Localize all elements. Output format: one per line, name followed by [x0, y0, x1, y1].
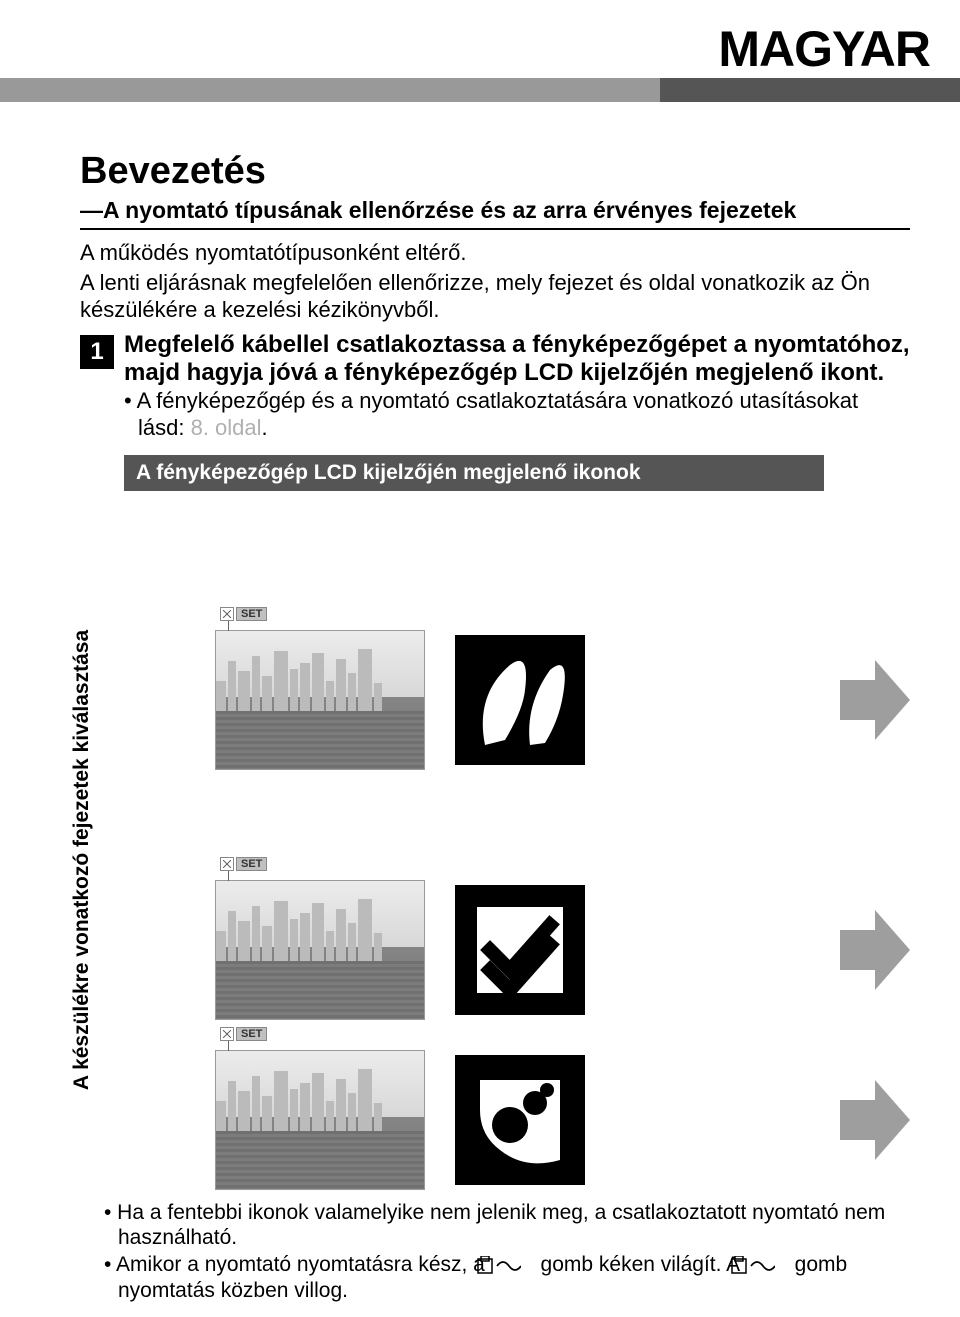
print-button-glyph-2: [745, 1256, 789, 1276]
icons-table-header: A fényképezőgép LCD kijelzőjén megjelenő…: [124, 455, 824, 491]
arrow-3: [840, 1080, 910, 1160]
icon-row-3: SET: [215, 1050, 585, 1190]
step-number-badge: 1: [80, 335, 114, 369]
lcd-photo-2: SET: [215, 880, 425, 1020]
set-check-icon: [220, 1027, 234, 1041]
section-title: Bevezetés: [80, 150, 910, 193]
footer-note-2b: gomb kéken világít. A: [535, 1253, 745, 1276]
set-badge: SET: [236, 1027, 267, 1041]
print-button-glyph-1: [491, 1256, 535, 1276]
canon-direct-icon: [455, 885, 585, 1015]
arrow-2: [840, 910, 910, 990]
icon-row-2: SET: [215, 880, 585, 1020]
section-subtitle: —A nyomtató típusának ellenőrzése és az …: [80, 197, 910, 224]
step-main-text: Megfelelő kábellel csatlakoztassa a fény…: [124, 331, 910, 386]
diagram-area: A készülékre vonatkozó fejezetek kiválas…: [80, 560, 910, 1200]
set-badge: SET: [236, 857, 267, 871]
lead-text-1: A működés nyomtatótípusonként eltérő.: [80, 240, 910, 266]
step-sub-page-ref: 8. oldal: [191, 415, 262, 440]
lcd-photo-3: SET: [215, 1050, 425, 1190]
footer-note-2a: • Amikor a nyomtató nyomtatásra kész, a: [104, 1253, 491, 1276]
footer-note-2: • Amikor a nyomtató nyomtatásra kész, a …: [104, 1252, 894, 1302]
language-label: MAGYAR: [718, 20, 930, 78]
lead-text-2: A lenti eljárásnak megfelelően ellenőriz…: [80, 270, 910, 323]
icon-row-1: SET: [215, 630, 585, 770]
lcd-photo-1: SET: [215, 630, 425, 770]
footer-notes: • Ha a fentebbi ikonok valamelyike nem j…: [104, 1200, 894, 1305]
bubblejet-icon: [455, 1055, 585, 1185]
pictbridge-icon: [455, 635, 585, 765]
arrow-1: [840, 660, 910, 740]
set-badge: SET: [236, 607, 267, 621]
footer-note-1: • Ha a fentebbi ikonok valamelyike nem j…: [104, 1200, 894, 1250]
set-label-1: SET: [220, 607, 267, 621]
header-bar-dark: [660, 78, 960, 102]
vertical-section-label: A készülékre vonatkozó fejezetek kiválas…: [70, 600, 94, 1120]
set-check-icon: [220, 857, 234, 871]
step-sub-suffix: .: [262, 415, 268, 440]
set-label-3: SET: [220, 1027, 267, 1041]
set-check-icon: [220, 607, 234, 621]
step-1: 1 Megfelelő kábellel csatlakoztassa a fé…: [80, 331, 910, 441]
main-content: Bevezetés —A nyomtató típusának ellenőrz…: [80, 150, 910, 491]
set-label-2: SET: [220, 857, 267, 871]
step-sub-text: • A fényképezőgép és a nyomtató csatlako…: [124, 388, 910, 441]
divider: [80, 228, 910, 230]
